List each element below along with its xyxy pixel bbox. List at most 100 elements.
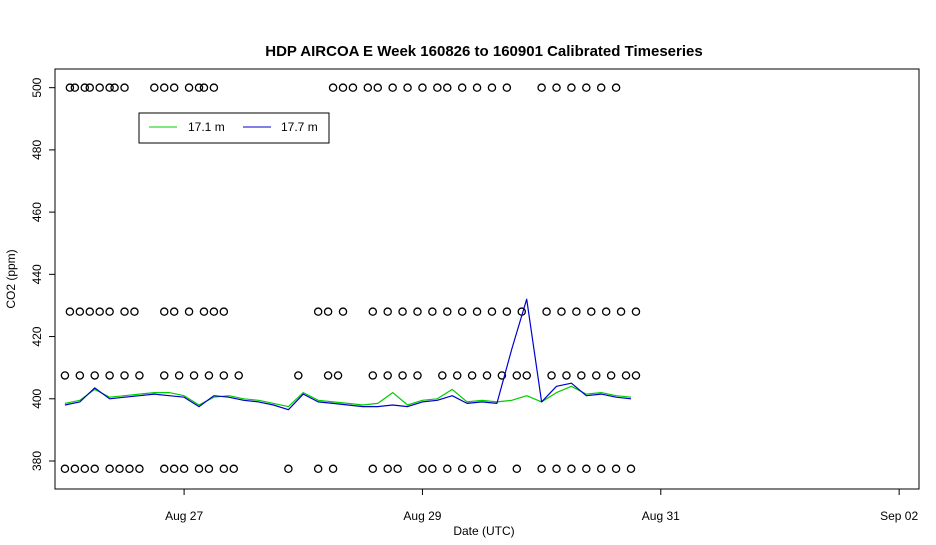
legend: 17.1 m 17.7 m — [138, 112, 330, 144]
reference-point — [368, 464, 378, 474]
reference-point — [601, 307, 611, 316]
reference-point — [105, 464, 114, 474]
reference-point — [75, 307, 85, 316]
reference-point — [606, 371, 616, 380]
y-axis-label: CO2 (ppm) — [4, 249, 18, 308]
reference-point — [522, 371, 531, 380]
reference-point — [502, 83, 512, 92]
reference-point — [204, 371, 214, 380]
reference-point — [616, 307, 626, 316]
reference-point — [433, 83, 442, 92]
reference-point — [323, 307, 333, 316]
reference-point — [75, 371, 85, 380]
reference-point — [338, 307, 348, 316]
reference-point — [90, 464, 99, 474]
reference-point — [150, 83, 159, 92]
reference-point — [547, 371, 556, 380]
reference-point — [219, 464, 229, 474]
reference-point — [512, 371, 522, 380]
reference-point — [209, 83, 219, 92]
reference-point — [587, 307, 596, 316]
reference-point — [457, 307, 467, 316]
plot-area — [54, 68, 920, 490]
series-line-17-7-m — [64, 298, 632, 411]
reference-point — [383, 371, 392, 380]
reference-point — [328, 83, 338, 92]
reference-point — [65, 307, 75, 316]
reference-point — [626, 464, 636, 474]
reference-point — [577, 371, 586, 380]
reference-point — [159, 464, 169, 474]
reference-point — [552, 83, 561, 92]
reference-point — [383, 307, 392, 316]
reference-point — [438, 371, 447, 380]
reference-point — [472, 464, 482, 474]
reference-point — [443, 464, 452, 474]
reference-point — [596, 83, 606, 92]
reference-point — [95, 83, 104, 92]
y-tick-label: 380 — [30, 451, 44, 471]
reference-point — [621, 371, 631, 380]
reference-point — [413, 307, 422, 316]
reference-point — [631, 307, 641, 316]
y-tick-label: 440 — [30, 264, 44, 284]
reference-point — [125, 464, 134, 474]
reference-point — [512, 464, 522, 474]
reference-point — [482, 371, 492, 380]
reference-point — [194, 464, 204, 474]
y-tick-label: 500 — [30, 77, 44, 97]
reference-point — [135, 464, 144, 474]
reference-point — [85, 307, 95, 316]
reference-point — [467, 371, 477, 380]
reference-point — [338, 83, 348, 92]
reference-point — [428, 464, 437, 474]
legend-box — [138, 112, 330, 144]
reference-point — [199, 83, 209, 92]
reference-point — [452, 371, 462, 380]
reference-point — [105, 371, 114, 380]
reference-point — [582, 83, 591, 92]
reference-point — [582, 464, 591, 474]
reference-point — [90, 371, 99, 380]
reference-point — [120, 307, 129, 316]
reference-point — [313, 307, 323, 316]
reference-point — [234, 371, 243, 380]
reference-point — [348, 83, 358, 92]
reference-point — [294, 371, 303, 380]
reference-point — [313, 464, 323, 474]
reference-point — [487, 464, 497, 474]
reference-point — [403, 83, 412, 92]
reference-point — [418, 464, 427, 474]
series-lines — [64, 298, 632, 411]
reference-point — [596, 464, 606, 474]
reference-point — [204, 464, 214, 474]
reference-point — [174, 371, 184, 380]
reference-point — [60, 371, 70, 380]
reference-point — [611, 83, 621, 92]
x-tick-label: Aug 31 — [642, 509, 680, 523]
reference-point — [199, 307, 209, 316]
x-tick-label: Aug 29 — [403, 509, 441, 523]
reference-point — [184, 307, 194, 316]
legend-label-17-7-m: 17.7 m — [281, 120, 318, 134]
reference-point — [428, 307, 437, 316]
y-tick-label: 400 — [30, 388, 44, 408]
reference-point — [159, 307, 169, 316]
reference-point — [328, 464, 338, 474]
reference-point — [443, 307, 452, 316]
reference-point — [159, 83, 169, 92]
reference-point — [194, 83, 204, 92]
reference-point — [130, 307, 139, 316]
reference-point — [591, 371, 601, 380]
reference-point — [502, 307, 512, 316]
reference-point — [631, 371, 641, 380]
reference-point — [179, 464, 189, 474]
reference-point — [219, 371, 229, 380]
reference-point — [169, 83, 179, 92]
reference-point — [557, 307, 566, 316]
reference-point — [115, 464, 124, 474]
reference-point — [487, 83, 497, 92]
reference-point — [219, 307, 229, 316]
series-line-17-1-m — [64, 385, 632, 408]
